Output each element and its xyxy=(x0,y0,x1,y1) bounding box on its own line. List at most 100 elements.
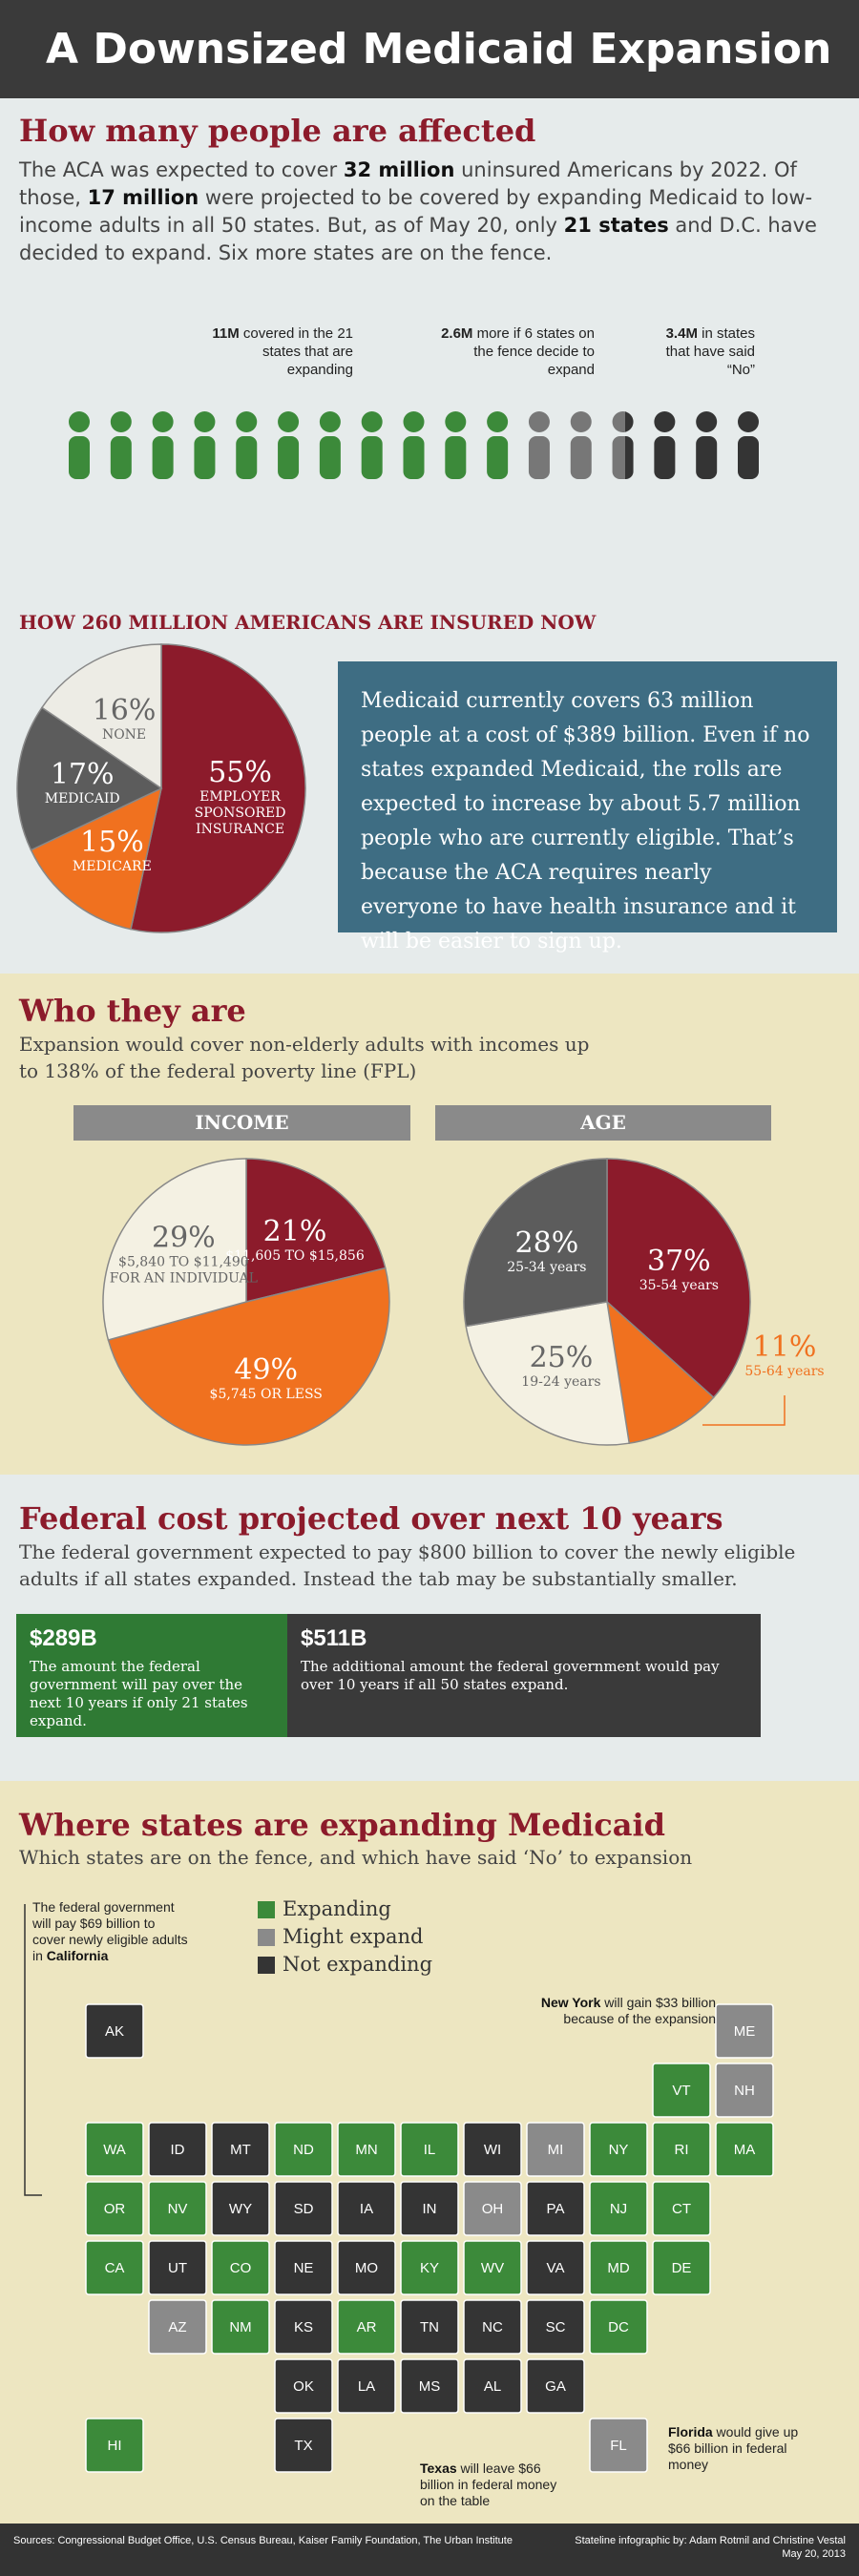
state-label: LA xyxy=(358,2378,375,2395)
person-icon xyxy=(624,411,634,479)
state-tile xyxy=(337,2299,396,2355)
state-label: OR xyxy=(104,2201,126,2217)
text-run: will leave $66 billion in federal money … xyxy=(420,2461,557,2508)
pie-label: 49% $5,745 OR LESS xyxy=(185,1353,347,1403)
state-label: MA xyxy=(734,2142,756,2158)
state-tile xyxy=(211,2181,270,2236)
state-label: TN xyxy=(420,2319,439,2335)
icon-head xyxy=(236,411,258,432)
header-bg xyxy=(0,0,859,98)
state-label: IA xyxy=(360,2201,373,2217)
pie-slice xyxy=(30,786,163,931)
section-heading: How many people are affected xyxy=(19,113,536,149)
person-icon xyxy=(487,411,509,479)
credit-block: Stateline infographic by: Adam Rotmil an… xyxy=(575,2534,846,2561)
state-tile xyxy=(715,2003,774,2059)
state-tile xyxy=(400,2122,459,2177)
pie-value-label: 55% xyxy=(208,755,272,789)
map-note: Texas will leave $66 billion in federal … xyxy=(420,2461,563,2509)
state-tile xyxy=(337,2122,396,2177)
state-tile xyxy=(337,2358,396,2414)
state-label: OH xyxy=(482,2201,504,2217)
state-label: DE xyxy=(672,2260,692,2276)
pie-label: 29% $5,840 TO $11,490 FOR AN INDIVIDUAL xyxy=(102,1222,264,1288)
person-icon xyxy=(110,411,132,479)
icon-head xyxy=(445,411,467,432)
map-note: New York will gain $33 billion because o… xyxy=(534,1995,716,2027)
pie-slice xyxy=(605,1300,715,1445)
person-icon xyxy=(696,411,718,479)
state-tile xyxy=(526,2299,585,2355)
state-tile xyxy=(85,2240,144,2295)
cost-text: The amount the federal government will p… xyxy=(30,1658,248,1729)
state-label: WA xyxy=(103,2142,126,2158)
state-label: MS xyxy=(419,2378,441,2395)
state-tile xyxy=(715,2122,774,2177)
state-tile xyxy=(652,2063,711,2118)
person-icon xyxy=(612,411,625,479)
person-icon xyxy=(403,411,425,479)
state-label: NV xyxy=(168,2201,188,2217)
pie-value-label: 11% xyxy=(752,1330,817,1364)
pie-category-label: $11,605 TO $15,856 xyxy=(225,1248,365,1265)
icon-head xyxy=(361,411,383,432)
pie-category-label: $5,840 TO $11,490 FOR AN INDIVIDUAL xyxy=(109,1254,258,1287)
state-label: KY xyxy=(420,2260,439,2276)
text-run: Florida xyxy=(668,2424,713,2440)
people-label: 2.6M more if 6 states on the fence decid… xyxy=(423,325,595,379)
state-label: MN xyxy=(355,2142,377,2158)
pie-label: 15% MEDICARE xyxy=(31,826,193,875)
state-label: NM xyxy=(229,2319,251,2335)
pie-category-label: $5,745 OR LESS xyxy=(209,1386,323,1402)
pie-category-label: 19-24 years xyxy=(521,1374,601,1391)
state-tile xyxy=(652,2240,711,2295)
icon-body xyxy=(319,436,341,479)
state-tile xyxy=(85,2181,144,2236)
pie-slice xyxy=(606,1158,751,1399)
icon-body xyxy=(361,436,383,479)
pie-slice xyxy=(465,1301,631,1446)
person-icon xyxy=(528,411,550,479)
pie-value-label: 28% xyxy=(514,1225,579,1260)
legend-label: Not expanding xyxy=(283,1953,433,1976)
state-tile xyxy=(652,2122,711,2177)
icon-body xyxy=(278,436,300,479)
text-run: 21 states xyxy=(563,214,669,237)
icon-body xyxy=(152,436,174,479)
icon-head xyxy=(403,411,425,432)
subtitle: Expansion would cover non-elderly adults… xyxy=(19,1033,590,1082)
state-label: NH xyxy=(734,2083,755,2099)
pie-label: 55% EMPLOYER SPONSORED INSURANCE xyxy=(159,756,322,838)
subtitle: Which states are on the fence, and which… xyxy=(19,1846,693,1869)
pie-category-label: EMPLOYER SPONSORED INSURANCE xyxy=(194,788,286,837)
state-label: VT xyxy=(672,2083,690,2099)
state-tile xyxy=(463,2181,522,2236)
people-value: 11M xyxy=(212,325,240,342)
person-icon xyxy=(69,411,90,479)
state-tile xyxy=(715,2063,774,2118)
state-tile xyxy=(148,2240,207,2295)
cost-amount: $511B xyxy=(301,1625,367,1651)
state-tile xyxy=(589,2299,648,2355)
state-tile xyxy=(274,2299,333,2355)
icon-head xyxy=(194,411,216,432)
map-note: The federal government will pay $69 bill… xyxy=(32,1899,190,1964)
state-label: FL xyxy=(610,2438,627,2454)
icon-head xyxy=(696,411,718,432)
pie-category-label: MEDICAID xyxy=(44,790,120,806)
icon-head xyxy=(738,411,759,432)
person-icon xyxy=(236,411,258,479)
state-label: MI xyxy=(548,2142,564,2158)
state-tile xyxy=(589,2181,648,2236)
state-label: SD xyxy=(294,2201,314,2217)
footer-bg xyxy=(0,2524,859,2576)
people-text: covered in the 21 states that are expand… xyxy=(242,325,353,378)
text-run: and D.C. have decided to expand. Six mor… xyxy=(19,214,817,264)
icon-head xyxy=(487,411,509,432)
leader-line xyxy=(702,1395,786,1426)
state-label: VA xyxy=(547,2260,565,2276)
pie-value-label: 25% xyxy=(529,1341,594,1375)
state-label: NJ xyxy=(610,2201,627,2217)
state-label: UT xyxy=(168,2260,187,2276)
pie-label: 11% 55-64 years xyxy=(703,1330,859,1380)
